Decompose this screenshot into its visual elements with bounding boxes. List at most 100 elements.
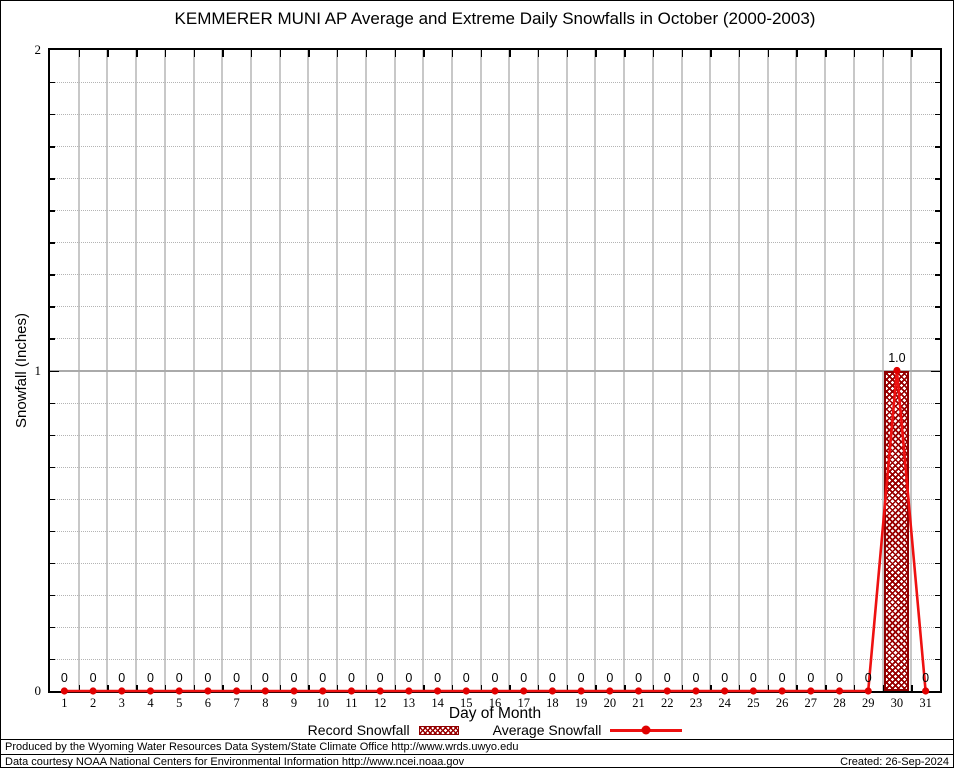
- horizontal-minor-gridline: [50, 274, 940, 276]
- x-axis-tick: [538, 685, 540, 691]
- x-axis-tick: [337, 50, 339, 57]
- x-axis-tick: [337, 685, 339, 691]
- x-tick-label: 19: [574, 696, 588, 710]
- x-axis-tick: [509, 50, 511, 57]
- horizontal-minor-gridline: [50, 594, 940, 596]
- footer-produced-text: Produced by the Wyoming Water Resources …: [5, 741, 519, 753]
- x-axis-tick: [853, 50, 856, 57]
- x-tick-label: 6: [204, 696, 212, 710]
- x-axis-tick: [308, 685, 310, 691]
- data-point-label: 0: [778, 671, 786, 685]
- data-point-label: 1.0: [888, 350, 906, 365]
- x-axis-tick: [222, 685, 224, 691]
- y-axis-tick: [935, 626, 940, 629]
- x-axis-tick: [911, 50, 913, 57]
- data-point-marker: [778, 687, 786, 695]
- x-tick-label: 2: [89, 696, 97, 710]
- horizontal-minor-gridline: [50, 402, 940, 404]
- x-axis-tick: [250, 685, 253, 691]
- y-axis-tick: [50, 402, 55, 404]
- data-point-marker: [233, 687, 241, 695]
- x-axis-tick: [193, 685, 195, 691]
- data-point-label: 0: [261, 671, 269, 685]
- data-point-label: 0: [319, 671, 327, 685]
- x-axis-tick: [107, 50, 109, 57]
- legend-label-record: Record Snowfall: [307, 722, 410, 738]
- y-axis-tick: [50, 498, 55, 501]
- y-axis-tick: [935, 274, 940, 276]
- x-axis-tick: [882, 50, 884, 57]
- x-tick-label: 7: [233, 696, 240, 710]
- horizontal-minor-gridline: [50, 114, 940, 116]
- horizontal-minor-gridline: [50, 434, 940, 436]
- y-axis-tick: [50, 210, 55, 212]
- x-tick-label: 29: [861, 696, 875, 710]
- y-axis-tick: [50, 178, 55, 180]
- legend-item-record-snowfall: Record Snowfall: [308, 722, 459, 738]
- plot-area: 0 0 0 0 0 0 0 0 0 0 0 0 0 0 0 0 0 0 0 0 0 0 0 0 0 0 0 0 0 1.0 0 1 2 3 4 5 6 7…: [35, 42, 942, 710]
- x-tick-label: 4: [147, 696, 154, 710]
- y-axis-tick: [935, 402, 940, 404]
- y-axis-tick: [935, 242, 940, 244]
- horizontal-minor-gridline: [50, 306, 940, 308]
- x-axis-tick: [739, 685, 741, 691]
- y-axis-tick: [50, 562, 55, 565]
- x-axis-tick: [193, 50, 195, 57]
- horizontal-minor-gridline: [50, 498, 940, 500]
- x-axis-tick: [136, 50, 138, 57]
- horizontal-minor-gridline: [50, 210, 940, 212]
- x-axis-title: Day of Month: [448, 705, 542, 722]
- x-axis-tick: [825, 685, 827, 691]
- x-tick-label: 25: [747, 696, 760, 710]
- x-axis-tick: [423, 685, 425, 691]
- data-point-label: 0: [146, 671, 154, 685]
- x-tick-label: 8: [262, 696, 269, 710]
- x-axis-tick: [882, 685, 884, 691]
- x-axis-tick: [480, 50, 483, 57]
- data-point-label: 0: [491, 671, 499, 685]
- data-point-label: 0: [290, 671, 298, 685]
- data-point-label: 0: [864, 671, 872, 685]
- y-axis-tick: [935, 562, 940, 565]
- horizontal-minor-gridline: [50, 146, 940, 148]
- y-axis-tick: [50, 82, 55, 84]
- x-axis-tick: [853, 685, 856, 691]
- data-point-marker: [548, 687, 557, 695]
- data-point-label: 0: [807, 671, 815, 685]
- data-point-marker: [462, 687, 470, 695]
- data-point-marker: [721, 687, 729, 695]
- data-point-label: 0: [118, 671, 126, 685]
- data-point-marker: [807, 687, 815, 695]
- x-tick-label: 11: [345, 696, 358, 710]
- footer-row-courtesy: Data courtesy NOAA National Centers for …: [1, 754, 953, 767]
- data-point-marker: [204, 687, 212, 695]
- x-tick-label: 15: [460, 696, 473, 710]
- data-point-marker: [261, 687, 269, 695]
- x-tick-label: 26: [775, 696, 789, 710]
- data-point-marker: [290, 687, 298, 695]
- y-axis-tick: [935, 306, 940, 308]
- x-tick-label: 31: [919, 696, 932, 710]
- data-point-marker: [376, 687, 384, 695]
- data-point-marker: [893, 366, 901, 375]
- horizontal-minor-gridline: [50, 178, 940, 180]
- y-axis-tick: [935, 82, 940, 84]
- y-axis-tick: [935, 146, 940, 148]
- data-point-marker: [60, 687, 68, 695]
- y-axis-tick: [50, 114, 55, 116]
- x-axis-tick: [451, 685, 454, 691]
- data-point-marker: [118, 687, 126, 695]
- x-axis-tick: [652, 50, 655, 57]
- data-point-label: 0: [405, 671, 413, 685]
- x-tick-label: 24: [718, 696, 731, 710]
- y-axis-tick: [935, 338, 940, 340]
- x-axis-tick: [365, 685, 368, 691]
- x-axis-tick: [681, 50, 683, 57]
- average-snowfall-swatch: [610, 725, 683, 735]
- data-point-marker: [663, 687, 671, 695]
- data-point-label: 0: [376, 671, 384, 685]
- data-point-marker: [922, 687, 930, 695]
- y-axis-tick: [935, 498, 940, 501]
- data-point-marker: [319, 687, 327, 695]
